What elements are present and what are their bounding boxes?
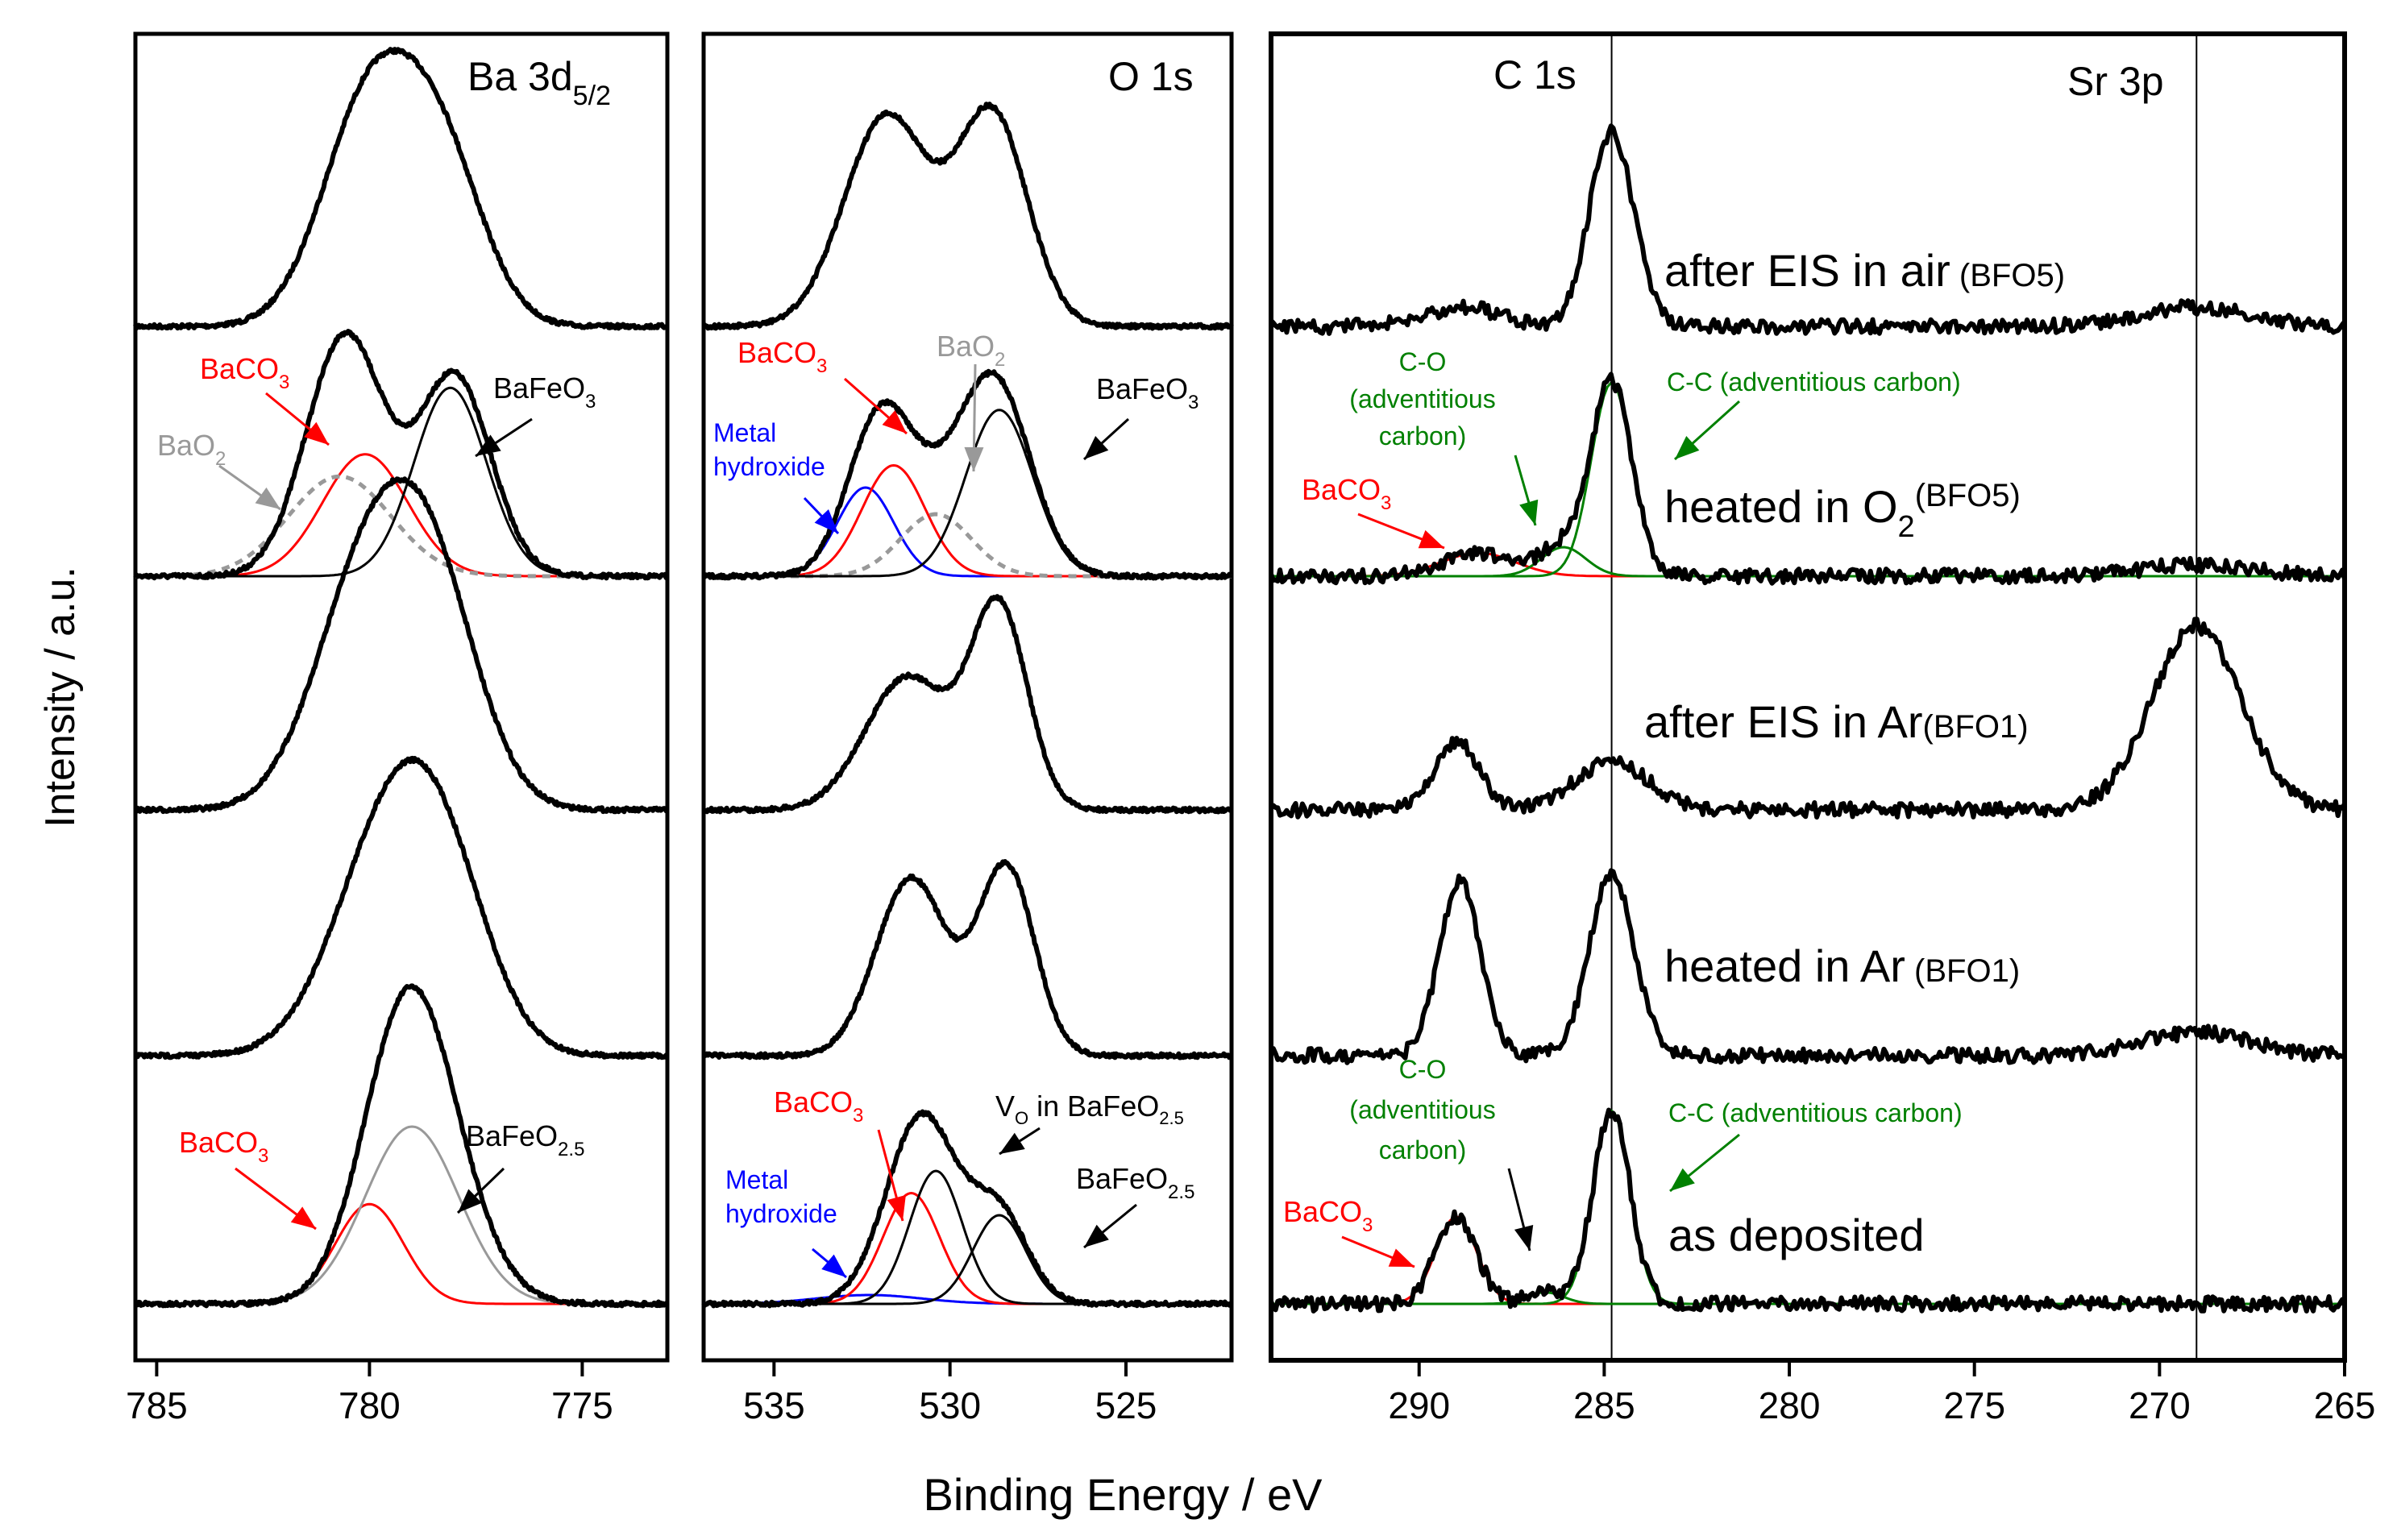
c1s-baco3-label-2: BaCO3 bbox=[1283, 1195, 1373, 1236]
spectrum-line bbox=[1270, 616, 2347, 820]
annotation-arrows bbox=[218, 363, 1741, 1279]
tick-label: 535 bbox=[743, 1384, 805, 1426]
spectrum-line bbox=[134, 476, 669, 815]
c1s-cc-label: C-C (adventitious carbon) bbox=[1667, 367, 1961, 396]
ba3d-baco3-label-2: BaCO3 bbox=[179, 1126, 268, 1167]
o1s-baco3-label: BaCO3 bbox=[737, 336, 827, 377]
reference-lines bbox=[1610, 34, 2198, 1360]
label-heated-o2: heated in O2(BFO5) bbox=[1664, 478, 2021, 544]
c1s-baco3-label: BaCO3 bbox=[1302, 473, 1391, 514]
ba3d-bafeo3-label: BaFeO3 bbox=[493, 372, 596, 413]
arrow-head bbox=[1084, 1224, 1109, 1247]
tick-label: 785 bbox=[126, 1384, 188, 1426]
y-axis-label: Intensity / a.u. bbox=[37, 567, 84, 828]
label-after-eis-ar: after EIS in Ar(BFO1) bbox=[1644, 696, 2029, 747]
arrow-head bbox=[458, 1189, 482, 1213]
ba3d-bao2-label: BaO2 bbox=[157, 429, 226, 470]
o1s-metal-label-2: Metal bbox=[725, 1165, 788, 1194]
tick-label: 280 bbox=[1759, 1384, 1821, 1426]
c1s-cc-label-2: C-C (adventitious carbon) bbox=[1668, 1098, 1963, 1127]
spectrum-line bbox=[134, 755, 669, 1061]
o1s-bao2-label: BaO2 bbox=[937, 330, 1005, 371]
tick-label: 530 bbox=[919, 1384, 981, 1426]
panel-c1s-title: C 1s bbox=[1493, 52, 1577, 98]
panel-o1s-frame bbox=[701, 31, 1234, 1363]
ba3d-bafeo25-label: BaFeO2.5 bbox=[466, 1119, 584, 1160]
spectrum-line bbox=[134, 983, 670, 1309]
x-axis-label: Binding Energy / eV bbox=[924, 1469, 1323, 1520]
arrow-head bbox=[1675, 436, 1700, 459]
tick-label: 775 bbox=[551, 1384, 613, 1426]
c1s-co-carbon-label: carbon) bbox=[1379, 421, 1467, 450]
arrow-head bbox=[1670, 1168, 1695, 1191]
panel-o1s-title: O 1s bbox=[1108, 54, 1194, 99]
tick-label: 525 bbox=[1095, 1384, 1157, 1426]
c1s-co-adv-label: (adventitious bbox=[1349, 384, 1495, 413]
c1s-co-label: C-O bbox=[1399, 347, 1447, 376]
spectra bbox=[133, 47, 2347, 1314]
tick-label: 780 bbox=[339, 1384, 401, 1426]
o1s-hydroxide-label-2: hydroxide bbox=[725, 1199, 837, 1228]
spectrum-line bbox=[701, 594, 1233, 815]
spectrum-line bbox=[1269, 372, 2347, 586]
ba3d-annotations: BaCO3 BaO2 BaFeO3 BaCO3 BaFeO2.5 bbox=[157, 352, 596, 1167]
c1s-co-adv-label-2: (adventitious bbox=[1349, 1095, 1495, 1124]
spectrum-line bbox=[133, 329, 669, 581]
panel-c1s-frame bbox=[1269, 31, 2347, 1363]
arrow-head bbox=[1388, 1248, 1415, 1267]
tick-label: 275 bbox=[1943, 1384, 2005, 1426]
arrow-head bbox=[290, 1206, 316, 1229]
spectrum-line bbox=[1269, 123, 2347, 336]
arrow-head bbox=[887, 1194, 906, 1221]
arrow-head bbox=[1084, 435, 1109, 459]
c1s-co-carbon-label-2: carbon) bbox=[1379, 1135, 1467, 1164]
spectrum-line bbox=[133, 47, 669, 331]
o1s-vo-label: VO in BaFeO2.5 bbox=[995, 1090, 1184, 1128]
tick-label: 270 bbox=[2129, 1384, 2191, 1426]
label-as-deposited: as deposited bbox=[1668, 1210, 1925, 1260]
c1s-co-label-2: C-O bbox=[1399, 1055, 1447, 1084]
arrow-head bbox=[476, 434, 501, 456]
arrow-head bbox=[304, 421, 329, 445]
tick-label: 265 bbox=[2314, 1384, 2376, 1426]
o1s-hydroxide-label: hydroxide bbox=[713, 452, 825, 481]
spectrum-labels: after EIS in air (BFO5) heated in O2(BFO… bbox=[1644, 245, 2065, 1260]
tick-label: 290 bbox=[1388, 1384, 1450, 1426]
panel-ba3d-frame bbox=[133, 31, 670, 1363]
label-heated-ar: heated in Ar (BFO1) bbox=[1664, 940, 2020, 991]
o1s-bafeo3-label: BaFeO3 bbox=[1096, 372, 1198, 413]
ba3d-baco3-label: BaCO3 bbox=[200, 352, 289, 393]
arrow-head bbox=[999, 1132, 1025, 1154]
arrow-head bbox=[814, 509, 838, 533]
panel-ba3d-title: Ba 3d5/2 bbox=[467, 54, 611, 111]
arrow-head bbox=[964, 446, 984, 471]
o1s-annotations: BaCO3 BaO2 BaFeO3 Metal hydroxide VO in … bbox=[713, 330, 1198, 1228]
arrow-head bbox=[1519, 499, 1539, 525]
panel-sr3p-title: Sr 3p bbox=[2067, 59, 2164, 104]
o1s-baco3-label-2: BaCO3 bbox=[774, 1085, 863, 1127]
spectrum-line bbox=[1269, 868, 2345, 1065]
o1s-bafeo25-label: BaFeO2.5 bbox=[1076, 1162, 1194, 1203]
spectrum-line bbox=[701, 1109, 1234, 1309]
spectrum-line bbox=[702, 102, 1234, 331]
axis-ticks: 785 780 775 535 530 525 290 285 280 275 270 265 bbox=[126, 1360, 2375, 1426]
spectrum-line bbox=[702, 859, 1234, 1061]
label-after-eis-air: after EIS in air (BFO5) bbox=[1664, 245, 2065, 296]
tick-label: 285 bbox=[1573, 1384, 1635, 1426]
c1s-annotations: C-O (adventitious carbon) C-C (adventiti… bbox=[1283, 347, 1963, 1236]
arrow-head bbox=[1514, 1224, 1534, 1251]
o1s-metal-label: Metal bbox=[713, 418, 776, 447]
arrow-head bbox=[1418, 529, 1444, 549]
spectrum-line bbox=[1269, 1107, 2347, 1314]
arrow-head bbox=[255, 487, 280, 509]
arrow-head bbox=[821, 1254, 846, 1277]
spectrum-line bbox=[701, 368, 1234, 581]
arrow-head bbox=[882, 410, 907, 434]
